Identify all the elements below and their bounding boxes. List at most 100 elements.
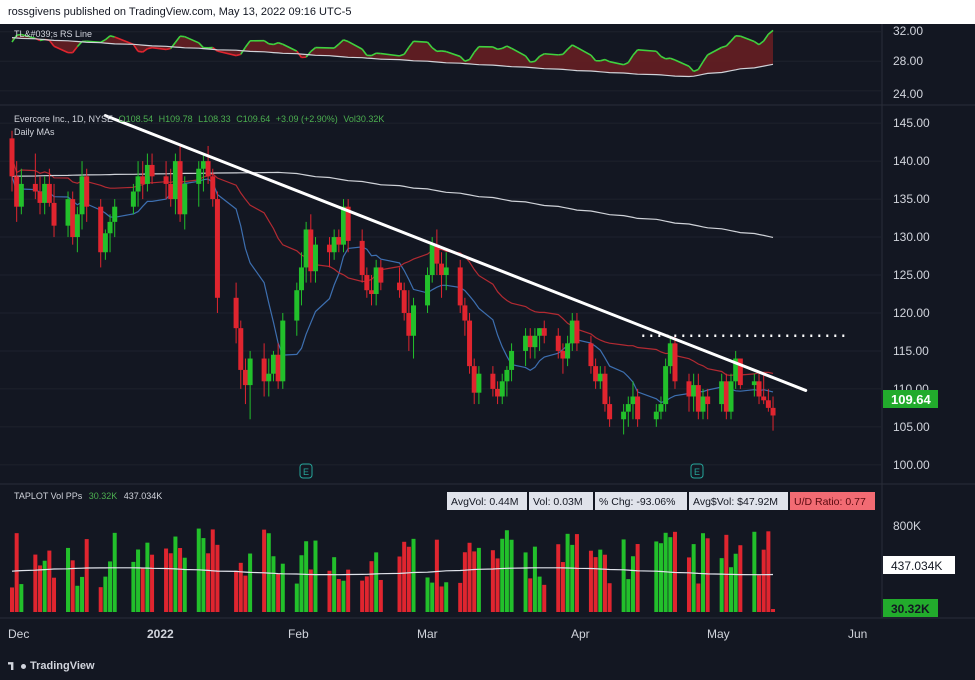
rs-line-segment (674, 59, 690, 67)
volume-bar (430, 582, 435, 612)
volume-bar (308, 569, 313, 612)
candle-body (728, 381, 734, 412)
candle-body (345, 206, 351, 241)
rs-line-segment (100, 39, 106, 43)
volume-bar (70, 560, 75, 612)
volume-tick-800k: 800K (893, 519, 921, 533)
price-tick-label: 100.00 (893, 458, 930, 472)
volume-bar (766, 531, 771, 612)
candle-body (667, 343, 673, 367)
volume-bar (47, 550, 52, 612)
earnings-marker-apr[interactable]: E (690, 463, 704, 479)
rs-line-segment (170, 41, 177, 49)
volume-bar (444, 582, 449, 612)
last-price-label: 109.64 (891, 392, 932, 407)
volume-average-line (11, 567, 774, 576)
time-label-feb: Feb (288, 627, 309, 641)
rs-line-segment (697, 61, 704, 70)
candle-body (233, 297, 239, 329)
volume-bar (304, 541, 309, 612)
candle-body (149, 164, 155, 177)
volume-bar (509, 539, 514, 612)
time-label-jun: Jun (848, 627, 867, 641)
volume-bar (696, 583, 701, 612)
candle-body (560, 350, 566, 359)
volume-bar (369, 561, 374, 612)
rs-line-segment (399, 53, 405, 57)
volume-bar (771, 609, 776, 612)
avgvol-badge-text: AvgVol: 0.44M (451, 496, 519, 508)
rs-line-segment (403, 46, 410, 55)
rs-line-segment (380, 52, 400, 57)
trendline[interactable] (103, 114, 808, 392)
candle-body (163, 176, 169, 184)
rs-tick-32: 32.00 (893, 24, 923, 38)
candle-body (144, 164, 150, 184)
chart-canvas[interactable]: TL&#039;s RS Line 32.00 28.00 24.00 Ever… (0, 24, 975, 652)
volume-bars (10, 528, 776, 612)
candle-body (737, 358, 743, 386)
overlays (103, 114, 850, 392)
candle-body (504, 369, 510, 382)
volume-bar (626, 579, 631, 612)
candle-body (280, 320, 286, 382)
volume-bar (602, 554, 607, 612)
tradingview-logo[interactable]: TradingView (8, 660, 95, 672)
rs-line-segment (506, 45, 512, 50)
volume-bar (280, 563, 285, 612)
symbol-label: Evercore Inc., 1D, NYSE (14, 114, 113, 124)
candle-body (294, 290, 300, 321)
volume-bar (560, 562, 565, 612)
volume-bar (103, 576, 108, 612)
volume-bar (294, 583, 299, 612)
rs-line-segment (16, 33, 22, 36)
volume-bar (10, 587, 14, 612)
candle-body (621, 411, 627, 420)
price-tick-label: 120.00 (893, 306, 930, 320)
rs-line-segment (142, 48, 148, 53)
candle-body (177, 161, 183, 215)
rs-line-segment (333, 43, 340, 49)
candle-body (270, 354, 276, 374)
candle-body (140, 176, 146, 184)
price-tick-label: 130.00 (893, 230, 930, 244)
volume-bar (556, 544, 561, 612)
candle-body (46, 183, 52, 203)
rs-line-segment (567, 44, 573, 50)
rs-line-segment (11, 34, 18, 43)
candle-body (312, 244, 318, 272)
rs-line-segment (637, 48, 657, 53)
volume-legend-avg: 437.034K (124, 491, 163, 501)
rs-line-segment (441, 50, 447, 53)
volume-avg-badge (883, 556, 955, 574)
candle-body (369, 290, 375, 294)
candle-body (490, 373, 496, 389)
rs-line-segment (627, 54, 634, 64)
volume-legend-value: 30.32K (89, 491, 118, 501)
time-label-mar: Mar (417, 627, 438, 641)
stat-badges: AvgVol: 0.44M Vol: 0.03M % Chg: -93.06% … (447, 492, 875, 510)
rs-title: TL&#039;s RS Line (14, 29, 92, 39)
candle-body (266, 373, 272, 382)
volume-bar (593, 557, 598, 612)
volume-bar (406, 546, 411, 612)
volume-last-label: 30.32K (891, 602, 930, 616)
avg-dollar-vol-badge (689, 492, 788, 510)
candle-body (756, 381, 762, 397)
candle-body (588, 343, 594, 367)
rs-line-segment (590, 54, 597, 62)
volume-bar (705, 538, 710, 612)
volume-bar (532, 546, 537, 612)
rs-line-segment (277, 41, 284, 45)
candle-body (84, 176, 90, 207)
change-value: +3.09 (+2.90%) (276, 114, 338, 124)
volume-bar (570, 544, 575, 612)
candle-body (695, 385, 701, 412)
volume-bar (729, 567, 734, 612)
rs-line-segment (767, 29, 774, 35)
volume-bar (84, 539, 89, 612)
rs-line-segment (445, 50, 461, 58)
volume-bar (761, 549, 766, 612)
earnings-marker-jan[interactable]: E (299, 463, 313, 479)
candle-body (107, 221, 113, 234)
